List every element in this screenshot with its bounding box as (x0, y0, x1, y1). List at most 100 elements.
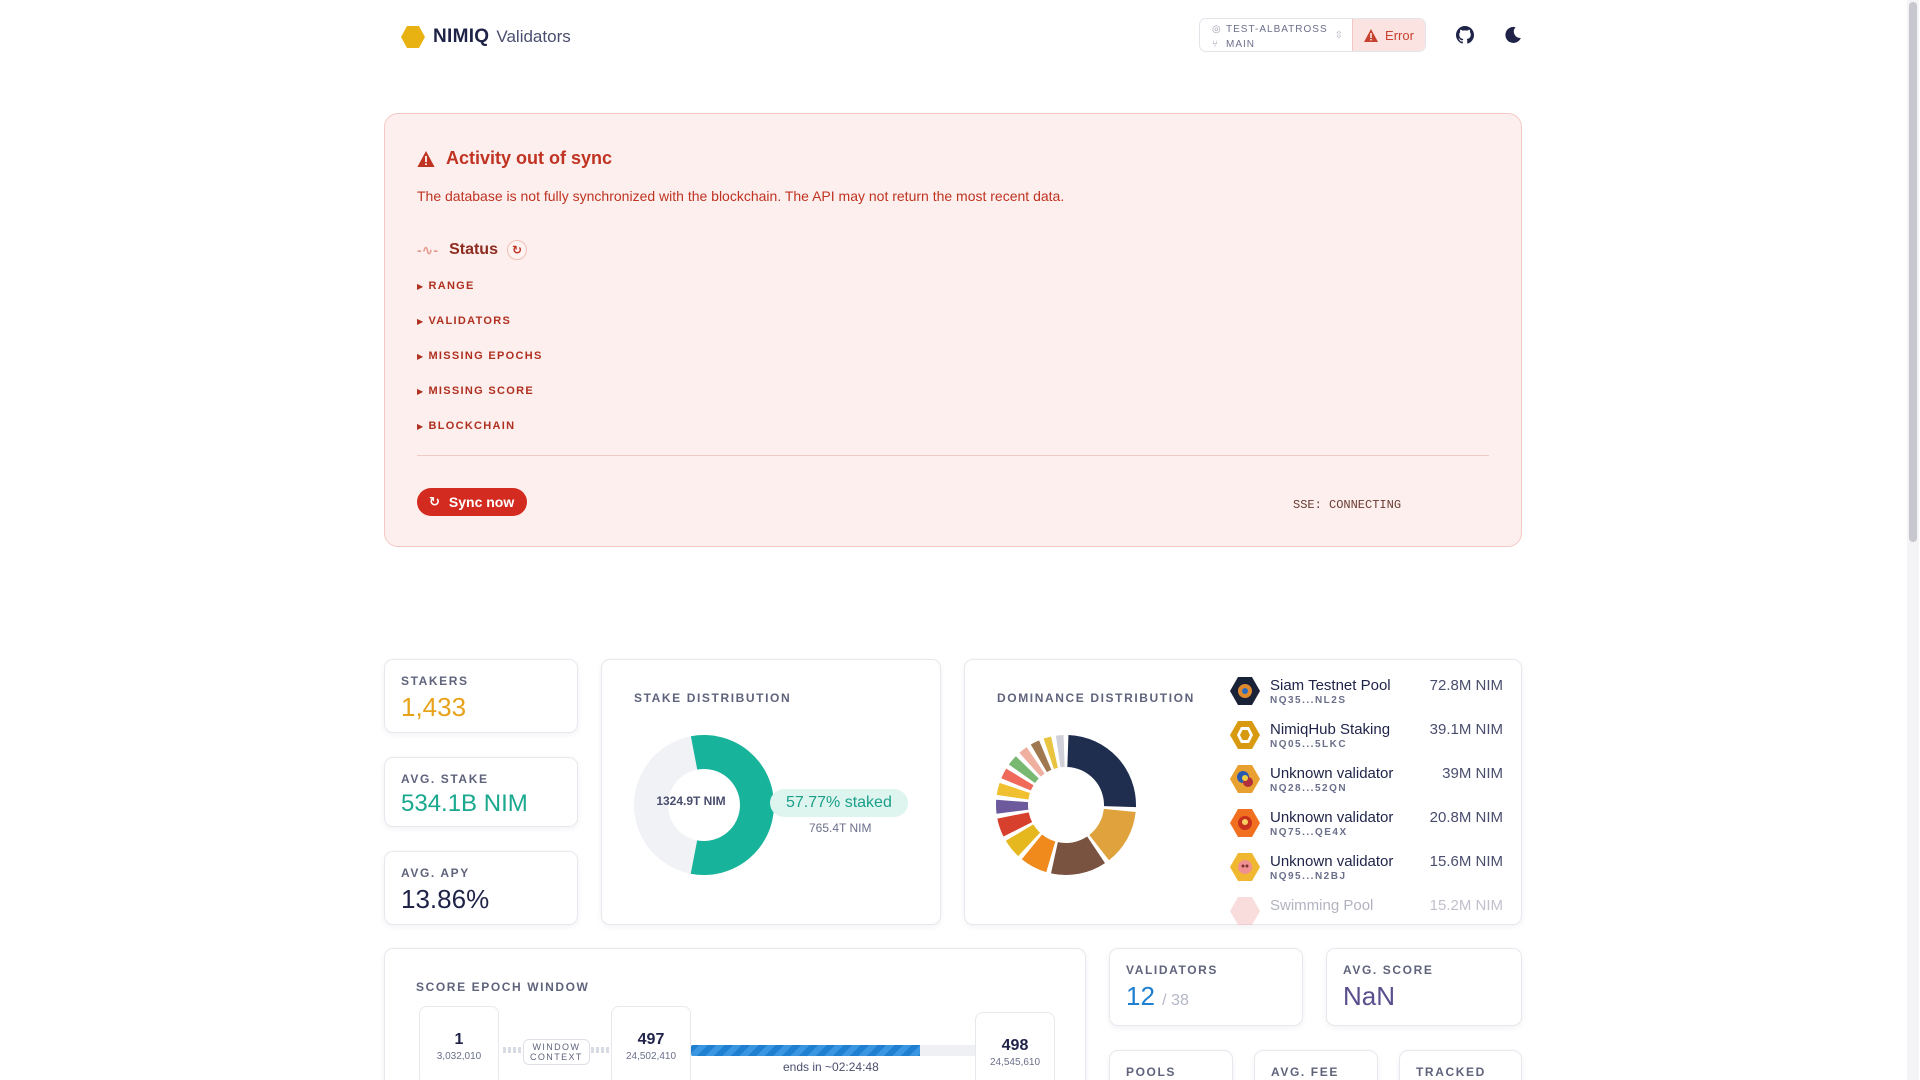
chevron-updown-icon: ⇳ (1334, 30, 1344, 41)
scrollbar-thumb[interactable] (1909, 2, 1917, 542)
validator-name: Siam Testnet Pool (1270, 677, 1391, 694)
dominance-slice[interactable] (1005, 824, 1041, 857)
alert-title-text: Activity out of sync (446, 148, 613, 168)
validators-label: VALIDATORS (1126, 963, 1219, 977)
dominance-slice[interactable] (1043, 736, 1058, 769)
validator-avatar-icon (1230, 897, 1260, 925)
dominance-slice[interactable] (1019, 747, 1045, 777)
avg-fee-card: AVG. FEE (1254, 1050, 1378, 1080)
dominance-slice[interactable] (1021, 834, 1056, 873)
dominance-slice[interactable] (1089, 808, 1136, 861)
sync-now-button[interactable]: ↻ Sync now (417, 488, 528, 516)
status-badge[interactable]: Error (1352, 19, 1425, 51)
window-label: WINDOW (532, 1042, 581, 1052)
dominance-donut-chart (996, 735, 1136, 875)
validator-item[interactable]: NimiqHub Staking NQ05...5LKC 39.1M NIM (1229, 718, 1519, 762)
home-link[interactable]: NIMIQ Validators (400, 24, 571, 50)
branch-name: MAIN (1226, 39, 1255, 50)
detail-missing-epochs[interactable]: ▶ MISSING EPOCHS (417, 350, 543, 385)
status-text: Error (1385, 27, 1414, 43)
network-select[interactable]: ◎ TEST-ALBATROSS ⑂ MAIN ⇳ (1200, 19, 1352, 51)
dominance-distribution-label: DOMINANCE DISTRIBUTION (997, 691, 1195, 705)
validator-item[interactable]: Unknown validator NQ28...52QN 39M NIM (1229, 762, 1519, 806)
caret-right-icon: ▶ (417, 282, 425, 291)
validator-name: Unknown validator (1270, 853, 1394, 870)
dominance-distribution-card: DOMINANCE DISTRIBUTION Siam Testnet Pool… (964, 659, 1522, 925)
validator-item[interactable]: Unknown validator NQ95...N2BJ 15.6M NIM (1229, 850, 1519, 894)
epoch-ends-in: ends in ~02:24:48 (783, 1060, 879, 1074)
validator-address: NQ05...5LKC (1270, 739, 1348, 750)
validator-list: Siam Testnet Pool NQ35...NL2S 72.8M NIM … (1229, 674, 1519, 926)
validator-stake: 15.2M NIM (1429, 897, 1503, 914)
dominance-slice[interactable] (1001, 768, 1034, 791)
status-header: -∿- Status ↻ (417, 240, 527, 260)
branch-icon: ⑂ (1212, 39, 1219, 50)
detail-label: BLOCKCHAIN (428, 420, 516, 432)
tracked-label: TRACKED (1416, 1065, 1486, 1079)
dominance-slice[interactable] (996, 782, 1030, 800)
detail-blockchain[interactable]: ▶ BLOCKCHAIN (417, 420, 543, 455)
avg-fee-label: AVG. FEE (1271, 1065, 1339, 1079)
refresh-status-button[interactable]: ↻ (506, 240, 527, 260)
validator-item[interactable]: Swimming Pool 15.2M NIM (1229, 894, 1519, 926)
avg-score-label: AVG. SCORE (1343, 963, 1434, 977)
dominance-slice[interactable] (997, 812, 1033, 837)
next-epoch: 498 24,545,610 (975, 1012, 1055, 1080)
validator-item[interactable]: Unknown validator NQ75...QE4X 20.8M NIM (1229, 806, 1519, 850)
staked-amount: 765.4T NIM (809, 821, 872, 835)
detail-missing-score[interactable]: ▶ MISSING SCORE (417, 385, 543, 420)
dominance-slice[interactable] (1055, 735, 1065, 768)
staked-percent-badge: 57.77% staked (770, 789, 908, 817)
dominance-slice[interactable] (1067, 735, 1136, 808)
current-epoch: 497 24,502,410 (611, 1006, 691, 1080)
stakers-value: 1,433 (401, 692, 467, 722)
brand-subtitle: Validators (496, 27, 571, 46)
next-epoch-number: 498 (1001, 1037, 1029, 1054)
sync-icon: ↻ (429, 494, 440, 509)
refresh-icon: ↻ (511, 243, 522, 257)
start-epoch-number: 1 (454, 1031, 464, 1048)
caret-right-icon: ▶ (417, 422, 425, 431)
dominance-slice[interactable] (996, 799, 1029, 814)
theme-toggle-button[interactable] (1502, 24, 1524, 46)
current-epoch-block: 24,502,410 (625, 1051, 677, 1062)
detail-range[interactable]: ▶ RANGE (417, 280, 543, 315)
validators-value: 12 / 38 (1126, 981, 1286, 1012)
caret-right-icon: ▶ (417, 317, 425, 326)
avg-score-card: AVG. SCORE NaN (1326, 948, 1522, 1026)
dominance-slice[interactable] (1030, 740, 1052, 773)
dominance-slice[interactable] (1008, 756, 1039, 784)
pools-card: POOLS (1109, 1050, 1233, 1080)
validator-stake: 39.1M NIM (1429, 721, 1503, 738)
stakers-label: STAKERS (401, 674, 469, 688)
github-icon (1456, 26, 1474, 44)
moon-icon (1505, 26, 1521, 43)
window-connector (503, 1047, 525, 1053)
validator-address: NQ75...QE4X (1270, 827, 1348, 838)
next-epoch-block: 24,545,610 (989, 1057, 1041, 1068)
brand-name: NIMIQ (433, 26, 490, 47)
detail-validators[interactable]: ▶ VALIDATORS (417, 315, 543, 350)
divider (417, 455, 1489, 456)
current-epoch-number: 497 (637, 1031, 665, 1048)
validator-stake: 20.8M NIM (1429, 809, 1503, 826)
github-button[interactable] (1454, 24, 1476, 46)
sync-alert: Activity out of sync The database is not… (384, 113, 1522, 547)
status-details: ▶ RANGE ▶ VALIDATORS ▶ MISSING EPOCHS ▶ MISS… (417, 280, 543, 455)
avg-apy-card: AVG. APY 13.86% (384, 851, 578, 925)
validator-name: Unknown validator (1270, 809, 1394, 826)
tracked-card: TRACKED (1399, 1050, 1522, 1080)
start-epoch-block: 3,032,010 (436, 1051, 482, 1062)
validator-item[interactable]: Siam Testnet Pool NQ35...NL2S 72.8M NIM (1229, 674, 1519, 718)
dominance-slice[interactable] (1051, 836, 1106, 875)
page-scrollbar[interactable] (1907, 0, 1919, 1080)
stake-distribution-label: STAKE DISTRIBUTION (634, 691, 792, 705)
status-label: Status (449, 241, 498, 258)
alert-description: The database is not fully synchronized w… (417, 188, 1065, 204)
network-switcher: ◎ TEST-ALBATROSS ⑂ MAIN ⇳ Error (1199, 18, 1426, 52)
alert-title: Activity out of sync (417, 148, 612, 169)
score-epoch-window-card: SCORE EPOCH WINDOW 1 3,032,010 WINDOW CO… (384, 948, 1086, 1080)
avg-apy-value: 13.86% (401, 884, 490, 914)
validator-name: NimiqHub Staking (1270, 721, 1391, 738)
avg-apy-label: AVG. APY (401, 866, 470, 880)
